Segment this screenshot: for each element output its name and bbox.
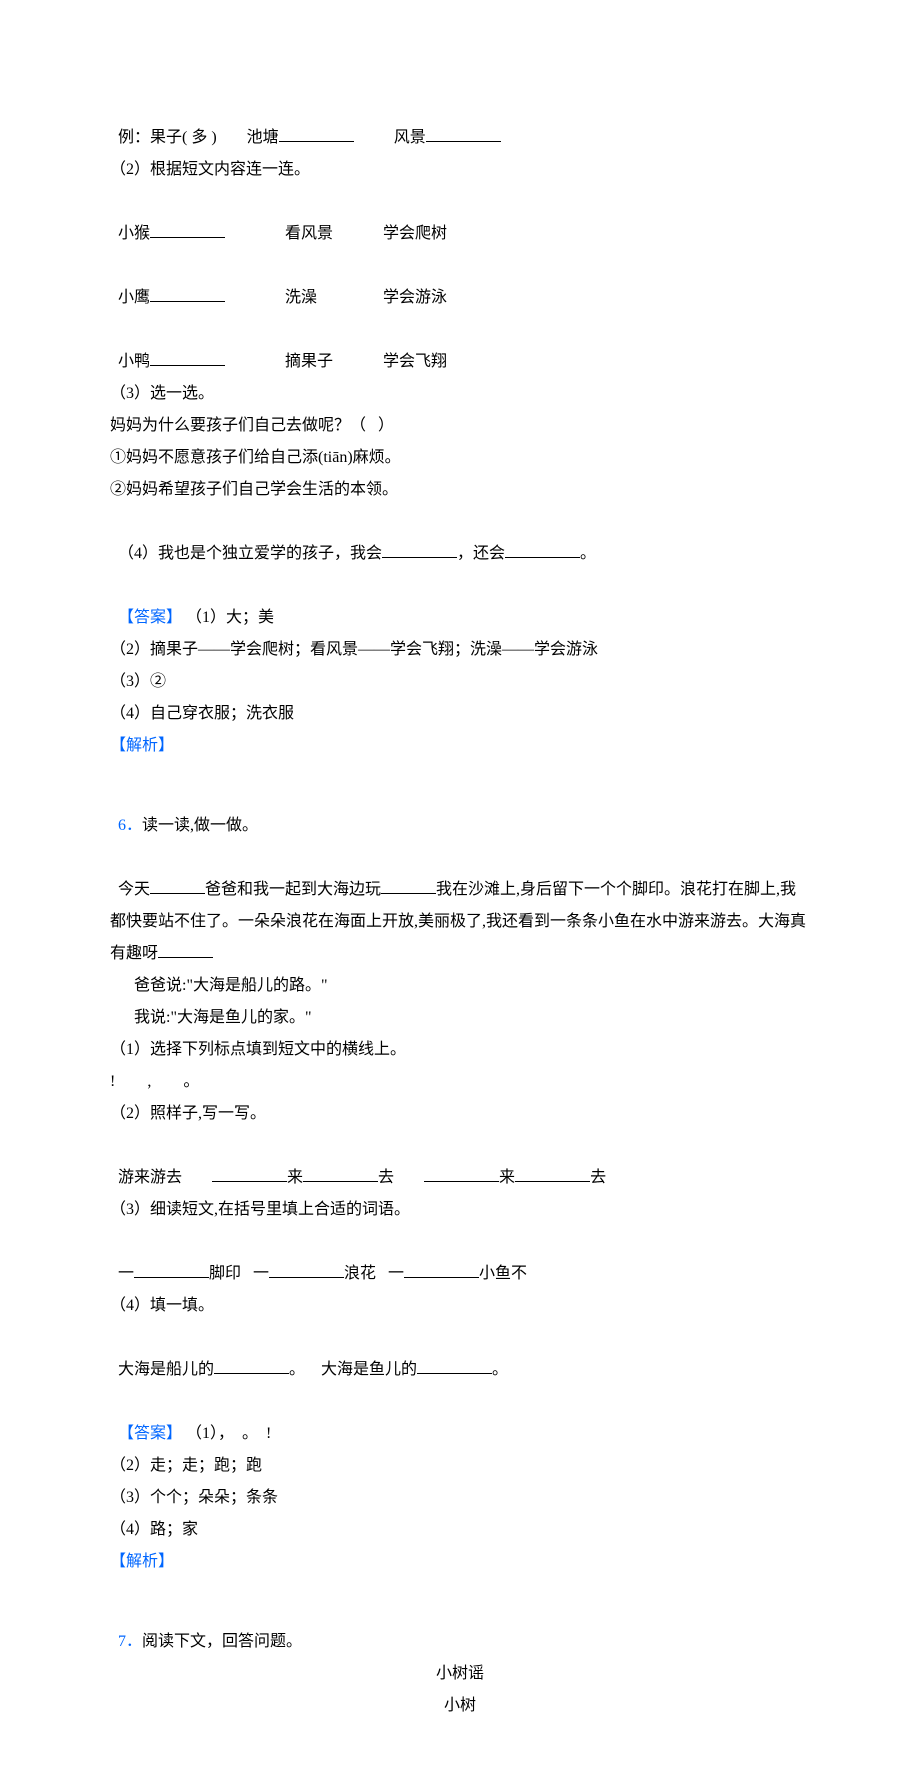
q5-row1-c: 学会爬树 xyxy=(383,225,447,242)
q7-center1: 小树谣 xyxy=(110,1658,810,1690)
q6-p3-title: （3）细读短文,在括号里填上合适的词语。 xyxy=(110,1194,810,1226)
blank xyxy=(214,1358,289,1374)
q6-ans3: （3）个个；朵朵；条条 xyxy=(110,1482,810,1514)
q6-p3: 一 脚印 一 浪花 一 小鱼不 xyxy=(110,1226,810,1290)
blank xyxy=(134,1262,209,1278)
q6-p4-c: 。 xyxy=(492,1361,508,1378)
blank xyxy=(381,878,436,894)
q6-p4-a: 大海是船儿的 xyxy=(118,1361,214,1378)
q5-p4-a: （4）我也是个独立爱学的孩子，我会 xyxy=(118,545,382,562)
q7-center2: 小树 xyxy=(110,1690,810,1722)
q6-p4: 大海是船儿的 。 大海是鱼儿的 。 xyxy=(110,1322,810,1386)
q5-ans3: （3）② xyxy=(110,666,810,698)
q6-p2-ex-c: 去 xyxy=(378,1169,394,1186)
blank xyxy=(303,1166,378,1182)
q5-p4-b: ，还会 xyxy=(457,545,505,562)
q6-exp-label: 【解析】 xyxy=(110,1546,810,1578)
q5-ans1-line: 【答案】 （1）大；美 xyxy=(110,570,810,634)
q5-ans2: （2）摘果子——学会爬树；看风景——学会飞翔；洗澡——学会游泳 xyxy=(110,634,810,666)
q5-p3-title: （3）选一选。 xyxy=(110,378,810,410)
q6-ans4: （4）路；家 xyxy=(110,1514,810,1546)
q5-example-prefix: 例：果子( 多 ) xyxy=(118,129,217,146)
q5-ans1: （1）大；美 xyxy=(182,609,274,626)
blank xyxy=(505,542,580,558)
q5-row1: 小猴 看风景 学会爬树 xyxy=(110,186,810,250)
q5-ans4: （4）自己穿衣服；洗衣服 xyxy=(110,698,810,730)
q6-p4-b: 。 大海是鱼儿的 xyxy=(289,1361,417,1378)
blank xyxy=(269,1262,344,1278)
blank xyxy=(279,126,354,142)
q6-ans1-line: 【答案】 （1）， 。 ! xyxy=(110,1386,810,1450)
q5-exp-label: 【解析】 xyxy=(110,730,810,762)
q6-p4-title: （4）填一填。 xyxy=(110,1290,810,1322)
q6-p1-title: （1）选择下列标点填到短文中的横线上。 xyxy=(110,1034,810,1066)
blank xyxy=(404,1262,479,1278)
q7-header: 7．阅读下文，回答问题。 xyxy=(110,1594,810,1658)
q7-number: 7． xyxy=(118,1633,142,1650)
q6-header: 6．读一读,做一做。 xyxy=(110,778,810,842)
q5-p2-title: （2）根据短文内容连一连。 xyxy=(110,154,810,186)
q6-p1-opts: ! , 。 xyxy=(110,1066,810,1098)
q6-number: 6． xyxy=(118,817,142,834)
blank xyxy=(382,542,457,558)
q6-p2-ex-d: 来 xyxy=(499,1169,515,1186)
blank xyxy=(424,1166,499,1182)
q6-para2: 爸爸说:"大海是船儿的路。" xyxy=(110,970,810,1002)
q7-title: 阅读下文，回答问题。 xyxy=(142,1633,302,1650)
q5-scenery: 风景 xyxy=(394,129,426,146)
blank xyxy=(150,878,205,894)
q5-row3-b: 摘果子 xyxy=(285,353,333,370)
q6-para1-b: 爸爸和我一起到大海边玩 xyxy=(205,881,381,898)
q6-para3: 我说:"大海是鱼儿的家。" xyxy=(110,1002,810,1034)
answer-label: 【答案】 xyxy=(118,609,182,626)
q5-p4-c: 。 xyxy=(580,545,596,562)
q6-p2-ex-b: 来 xyxy=(287,1169,303,1186)
blank xyxy=(426,126,501,142)
blank xyxy=(417,1358,492,1374)
blank xyxy=(150,222,225,238)
blank xyxy=(158,942,213,958)
blank xyxy=(212,1166,287,1182)
q5-pond: 池塘 xyxy=(247,129,279,146)
answer-label: 【答案】 xyxy=(118,1425,182,1442)
q5-p3-opt2: ②妈妈希望孩子们自己学会生活的本领。 xyxy=(110,474,810,506)
q6-p3-b: 脚印 一 xyxy=(209,1265,269,1282)
q5-p4: （4）我也是个独立爱学的孩子，我会 ，还会 。 xyxy=(110,506,810,570)
q5-example: 例：果子( 多 ) 池塘 风景 xyxy=(110,90,810,154)
q5-row1-b: 看风景 xyxy=(285,225,333,242)
q6-p2-title: （2）照样子,写一写。 xyxy=(110,1098,810,1130)
q6-para1-a: 今天 xyxy=(118,881,150,898)
q5-row1-a: 小猴 xyxy=(118,225,150,242)
q6-ans2: （2）走；走；跑；跑 xyxy=(110,1450,810,1482)
q6-p3-a: 一 xyxy=(118,1265,134,1282)
q5-row3: 小鸭 摘果子 学会飞翔 xyxy=(110,314,810,378)
spacer xyxy=(110,762,810,778)
q5-row3-c: 学会飞翔 xyxy=(383,353,447,370)
q5-row3-a: 小鸭 xyxy=(118,353,150,370)
q5-row2: 小鹰 洗澡 学会游泳 xyxy=(110,250,810,314)
q5-row2-b: 洗澡 xyxy=(285,289,317,306)
q6-p3-c: 浪花 一 xyxy=(344,1265,404,1282)
q5-p3-q: 妈妈为什么要孩子们自己去做呢？（ ） xyxy=(110,410,810,442)
q5-p3-opt1: ①妈妈不愿意孩子们给自己添(tiān)麻烦。 xyxy=(110,442,810,474)
q6-p3-d: 小鱼不 xyxy=(479,1265,527,1282)
blank xyxy=(515,1166,590,1182)
q6-para1: 今天爸爸和我一起到大海边玩我在沙滩上,身后留下一个个脚印。浪花打在脚上,我都快要… xyxy=(110,842,810,970)
blank xyxy=(150,350,225,366)
q6-title: 读一读,做一做。 xyxy=(142,817,258,834)
q6-p2-ex-e: 去 xyxy=(590,1169,606,1186)
q5-row2-c: 学会游泳 xyxy=(383,289,447,306)
q6-p2-ex-a: 游来游去 xyxy=(118,1169,182,1186)
spacer xyxy=(110,1578,810,1594)
q6-p2-ex: 游来游去 来 去 来 去 xyxy=(110,1130,810,1194)
q6-ans1: （1）， 。 ! xyxy=(182,1425,271,1442)
q5-row2-a: 小鹰 xyxy=(118,289,150,306)
blank xyxy=(150,286,225,302)
